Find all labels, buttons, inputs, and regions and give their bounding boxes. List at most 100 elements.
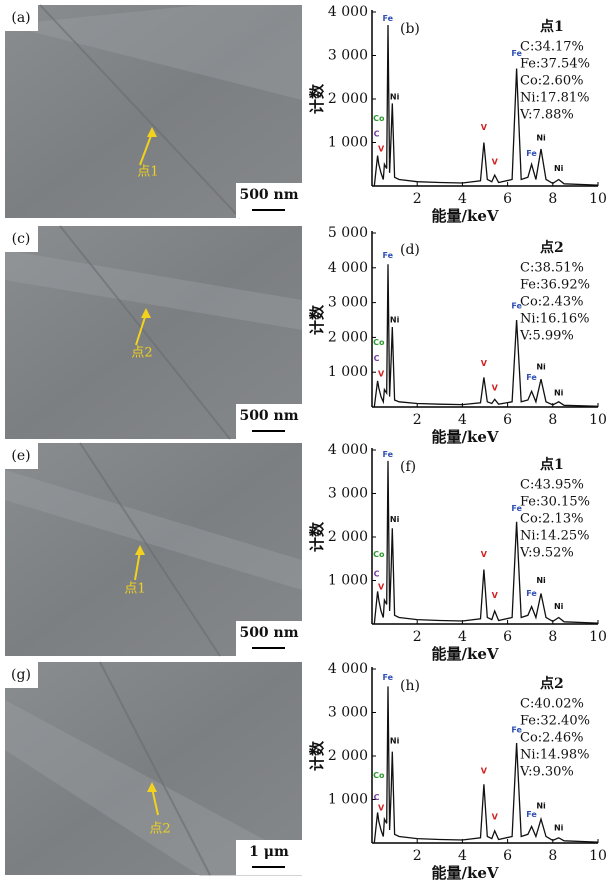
peak-label: Fe <box>383 450 394 459</box>
y-tick-label: 5 000 <box>328 225 368 241</box>
legend-title: 点2 <box>540 239 564 256</box>
y-tick-label: 2 000 <box>328 91 368 107</box>
peak-label: Ni <box>536 134 546 143</box>
y-tick-label: 1 000 <box>328 792 368 808</box>
x-tick-label: 8 <box>548 848 557 864</box>
peak-label: V <box>492 383 499 392</box>
peak-label: C <box>374 793 380 802</box>
peak-label: Fe <box>383 14 394 23</box>
y-tick-label: 4 000 <box>328 661 368 677</box>
peak-label: Fe <box>383 673 394 682</box>
x-tick-label: 8 <box>548 191 557 207</box>
x-tick-label: 4 <box>458 412 467 428</box>
composition: C:43.95% <box>520 478 584 493</box>
x-tick-label: 2 <box>413 191 422 207</box>
peak-label: V <box>492 158 499 167</box>
x-tick-label: 2 <box>413 412 422 428</box>
peak-label: V <box>378 583 385 592</box>
y-tick-label: 1 000 <box>328 364 368 380</box>
y-axis-title: 计数 <box>308 521 326 552</box>
composition: Co:2.46% <box>520 731 583 746</box>
peak-label: Ni <box>390 736 400 745</box>
peak-label: Fe <box>383 251 394 260</box>
x-tick-label: 6 <box>503 629 512 645</box>
y-tick-label: 4 000 <box>328 260 368 276</box>
peak-label: Ni <box>390 515 400 524</box>
peak-label: Ni <box>390 92 400 101</box>
x-tick-label: 2 <box>413 629 422 645</box>
x-axis-title: 能量/keV <box>431 207 498 225</box>
composition: Fe:30.15% <box>520 495 590 510</box>
composition: V:9.52% <box>519 546 574 561</box>
composition: Fe:32.40% <box>520 714 590 729</box>
image-label: (c) <box>12 231 31 247</box>
peak-label: Co <box>373 114 385 123</box>
peak-label: Fe <box>526 373 537 382</box>
x-tick-label: 4 <box>458 848 467 864</box>
x-tick-label: 8 <box>548 412 557 428</box>
legend-title: 点1 <box>540 18 564 35</box>
x-tick-label: 10 <box>589 629 607 645</box>
point-label: 点2 <box>149 822 170 837</box>
peak-label: Co <box>373 550 385 559</box>
x-tick-label: 10 <box>589 412 607 428</box>
x-tick-label: 6 <box>503 191 512 207</box>
x-tick-label: 4 <box>458 629 467 645</box>
y-tick-label: 4 000 <box>328 442 368 458</box>
composition: Ni:16.16% <box>520 312 589 327</box>
panel-label: (f) <box>400 459 416 475</box>
image-label: (a) <box>11 10 30 26</box>
peak-label: V <box>481 767 488 776</box>
x-tick-label: 8 <box>548 629 557 645</box>
peak-label: Ni <box>390 316 400 325</box>
y-tick-label: 1 000 <box>328 135 368 151</box>
point-label: 点1 <box>137 165 158 180</box>
peak-label: Co <box>373 338 385 347</box>
peak-label: V <box>481 550 488 559</box>
composition: Fe:37.54% <box>520 57 590 72</box>
legend-title: 点1 <box>540 456 564 473</box>
y-tick-label: 4 000 <box>328 4 368 20</box>
composition: Co:2.13% <box>520 512 583 527</box>
image-label: (e) <box>11 448 30 464</box>
composition: Fe:36.92% <box>520 278 590 293</box>
y-tick-label: 3 000 <box>328 705 368 721</box>
x-tick-label: 6 <box>503 848 512 864</box>
x-tick-label: 10 <box>589 191 607 207</box>
y-tick-label: 3 000 <box>328 48 368 64</box>
x-axis-title: 能量/keV <box>431 428 498 446</box>
y-axis-title: 计数 <box>308 304 326 335</box>
panel-label: (b) <box>400 21 420 37</box>
peak-label: V <box>492 812 499 821</box>
point-label: 点1 <box>124 582 145 597</box>
y-tick-label: 3 000 <box>328 295 368 311</box>
scale-text: 500 nm <box>239 187 298 203</box>
x-tick-label: 2 <box>413 848 422 864</box>
panel-label: (h) <box>400 678 420 694</box>
peak-label: C <box>374 569 380 578</box>
y-tick-label: 2 000 <box>328 748 368 764</box>
composition: Co:2.43% <box>520 295 583 310</box>
x-tick-label: 10 <box>589 848 607 864</box>
legend-title: 点2 <box>540 675 564 692</box>
composition: Ni:17.81% <box>520 91 589 106</box>
composition: V:9.30% <box>519 765 574 780</box>
composition: Ni:14.98% <box>520 748 589 763</box>
y-tick-label: 1 000 <box>328 573 368 589</box>
x-axis-title: 能量/keV <box>431 645 498 663</box>
composition: C:38.51% <box>520 261 584 276</box>
peak-label: Ni <box>536 802 546 811</box>
image-label: (g) <box>11 667 31 683</box>
peak-label: C <box>374 354 380 363</box>
scale-text: 1 μm <box>249 844 289 860</box>
peak-label: Ni <box>536 362 546 371</box>
peak-label: Ni <box>554 164 564 173</box>
composition: V:7.88% <box>519 108 574 123</box>
peak-label: V <box>492 591 499 600</box>
panel-label: (d) <box>400 242 420 258</box>
composition: Co:2.60% <box>520 74 583 89</box>
peak-label: V <box>378 369 385 378</box>
peak-label: V <box>378 145 385 154</box>
y-tick-label: 2 000 <box>328 529 368 545</box>
peak-label: Ni <box>554 602 564 611</box>
